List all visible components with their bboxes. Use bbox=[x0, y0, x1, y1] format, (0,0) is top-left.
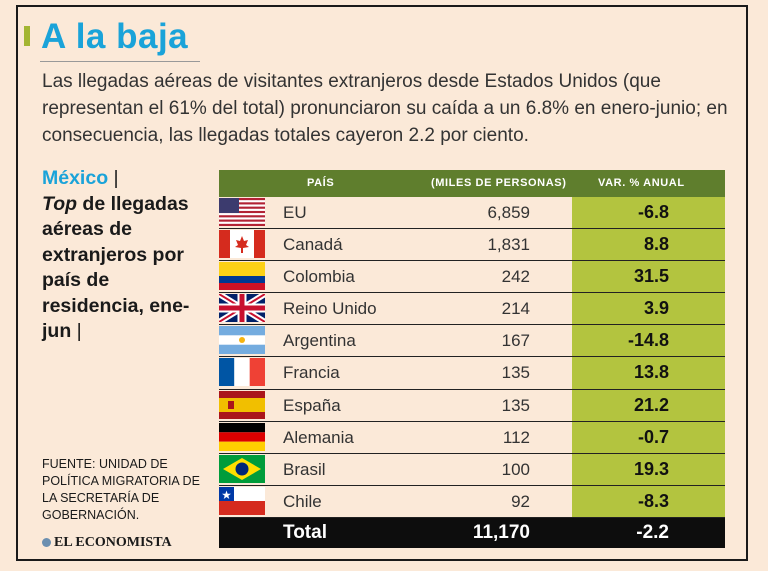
publisher-logo: EL ECONOMISTA bbox=[42, 535, 172, 551]
colombia-flag-icon bbox=[219, 262, 265, 291]
cell-var-bg: 3.9 bbox=[572, 293, 725, 325]
cell-country: EU bbox=[283, 203, 307, 222]
cell-var-bg: -14.8 bbox=[572, 325, 725, 357]
cell-country: Chile bbox=[283, 491, 322, 511]
spain-flag-icon bbox=[219, 390, 265, 419]
total-label: Total bbox=[283, 521, 327, 543]
cell-var: -14.8 bbox=[627, 330, 669, 351]
cell-value: 112 bbox=[502, 427, 530, 447]
table-row: Brasil 100 19.3 bbox=[219, 453, 725, 486]
side-caption: México | Top de llegadas aéreas de extra… bbox=[42, 166, 207, 345]
logo-text: EL ECONOMISTA bbox=[54, 535, 172, 550]
cell-var-bg: 8.8 bbox=[572, 229, 725, 261]
cell-var: 3.9 bbox=[643, 298, 669, 319]
cell-var: -8.3 bbox=[637, 490, 669, 511]
title-rule bbox=[40, 61, 200, 62]
argentina-flag-icon bbox=[219, 326, 265, 355]
logo-dot-icon bbox=[42, 538, 51, 548]
canada-flag-icon bbox=[219, 230, 265, 259]
cell-value: 6,859 bbox=[487, 203, 530, 222]
table-row: Chile 92 -8.3 bbox=[219, 485, 725, 518]
cell-var: -0.7 bbox=[637, 426, 669, 447]
total-var: -2.2 bbox=[636, 521, 669, 543]
cell-country: Canadá bbox=[283, 235, 343, 255]
header-var: VAR. % ANUAL bbox=[598, 177, 685, 189]
table-row: EU 6,859 -6.8 bbox=[219, 197, 725, 230]
table-row: Alemania 112 -0.7 bbox=[219, 421, 725, 454]
table-row: Colombia 242 31.5 bbox=[219, 261, 725, 294]
cell-var-bg: 31.5 bbox=[572, 261, 725, 293]
cell-var: 19.3 bbox=[633, 458, 669, 479]
cell-country: Reino Unido bbox=[283, 299, 377, 319]
source-note: FUENTE: UNIDAD DE POLÍTICA MIGRATORIA DE… bbox=[42, 457, 200, 522]
chile-flag-icon bbox=[219, 486, 265, 515]
us-flag-icon bbox=[219, 198, 265, 226]
cell-var: 8.8 bbox=[643, 234, 669, 255]
table-body: EU 6,859 -6.8 Canadá 1,831 8.8 Colombia 242 31.5… bbox=[219, 197, 725, 518]
cell-value: 1,831 bbox=[487, 235, 530, 255]
cell-value: 135 bbox=[501, 395, 530, 415]
title-accent-bar bbox=[24, 26, 30, 46]
cell-value: 214 bbox=[501, 299, 530, 319]
subtitle: Las llegadas aéreas de visitantes extran… bbox=[42, 71, 728, 146]
cell-country: Argentina bbox=[283, 331, 356, 351]
table-row: España 135 21.2 bbox=[219, 389, 725, 422]
cell-value: 100 bbox=[501, 459, 530, 479]
page-title: A la baja bbox=[41, 17, 189, 56]
cell-var: 21.2 bbox=[633, 394, 669, 415]
side-separator: | bbox=[108, 167, 119, 189]
cell-country: Alemania bbox=[283, 427, 354, 447]
cell-value: 92 bbox=[511, 491, 530, 511]
frame-border bbox=[16, 5, 748, 561]
table-row: Argentina 167 -14.8 bbox=[219, 325, 725, 358]
total-row: Total 11,170 -2.2 bbox=[219, 517, 725, 548]
table-row: Canadá 1,831 8.8 bbox=[219, 229, 725, 262]
brazil-flag-icon bbox=[219, 454, 265, 483]
cell-value: 242 bbox=[501, 267, 530, 287]
cell-country: España bbox=[283, 395, 341, 415]
side-top-word: Top bbox=[42, 192, 78, 215]
arrivals-table: PAÍS (MILES DE PERSONAS) VAR. % ANUAL EU… bbox=[219, 170, 725, 548]
cell-var-bg: -0.7 bbox=[572, 421, 725, 453]
cell-var-bg: 19.3 bbox=[572, 453, 725, 485]
cell-var: 31.5 bbox=[633, 266, 669, 287]
table-header: PAÍS (MILES DE PERSONAS) VAR. % ANUAL bbox=[219, 170, 725, 197]
total-value: 11,170 bbox=[472, 521, 530, 543]
cell-var-bg: -8.3 bbox=[572, 485, 725, 517]
cell-var: -6.8 bbox=[637, 202, 669, 222]
header-value: (MILES DE PERSONAS) bbox=[431, 177, 567, 189]
cell-country: Brasil bbox=[283, 459, 326, 479]
table-row: Reino Unido 214 3.9 bbox=[219, 293, 725, 326]
france-flag-icon bbox=[219, 358, 265, 387]
cell-country: Francia bbox=[283, 363, 340, 383]
cell-var-bg: 21.2 bbox=[572, 389, 725, 421]
uk-flag-icon bbox=[219, 294, 265, 323]
table-row: Francia 135 13.8 bbox=[219, 357, 725, 390]
cell-country: Colombia bbox=[283, 267, 355, 287]
cell-var-bg: -6.8 bbox=[572, 197, 725, 229]
side-text: de llegadas aéreas de extranjeros por pa… bbox=[42, 192, 190, 343]
cell-var-bg: 13.8 bbox=[572, 357, 725, 389]
side-highlight: México bbox=[42, 167, 109, 189]
side-end-bar: | bbox=[71, 320, 82, 342]
cell-value: 135 bbox=[501, 363, 530, 383]
cell-var: 13.8 bbox=[633, 362, 669, 383]
header-country: PAÍS bbox=[307, 177, 335, 189]
germany-flag-icon bbox=[219, 422, 265, 451]
cell-value: 167 bbox=[501, 331, 530, 351]
